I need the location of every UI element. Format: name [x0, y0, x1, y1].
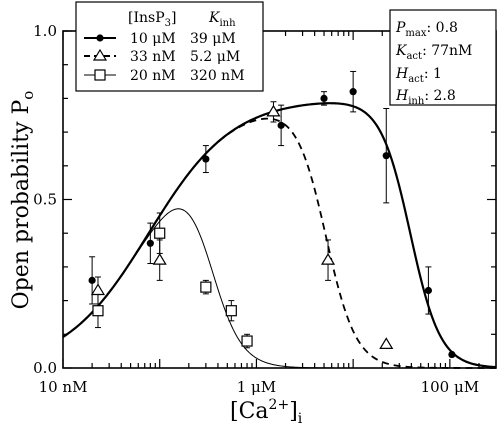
data-point-open-square	[92, 305, 104, 317]
parameter-box: Pmax: 0.8 Kact: 77nM Hact: 1 Hinh: 2.8	[389, 9, 497, 107]
param-pmax: Pmax: 0.8	[395, 20, 458, 39]
x-tick-label: 10 nM	[39, 378, 88, 396]
param-hinh: Hinh: 2.8	[395, 88, 456, 107]
y-tick-label: 1.0	[33, 22, 57, 40]
data-point-open-square	[154, 227, 166, 239]
legend-marker-open-triangle	[92, 48, 108, 61]
fit-curve-open-square	[62, 208, 496, 369]
legend-row3-kinh: 320 nM	[190, 68, 245, 84]
data-point-open-triangle	[320, 252, 336, 265]
data-point-open-square	[241, 335, 253, 347]
data-point-filled-circle	[277, 121, 285, 129]
y-axis-label-sub: o	[19, 91, 37, 100]
data-point-filled-circle	[448, 350, 456, 359]
legend: [InsP3] Kinh 10 μM 39 μM 33 nM 5.2 μM 20…	[75, 1, 264, 92]
data-point-filled-circle	[88, 276, 96, 284]
legend-header-conc: [InsP3]	[128, 10, 176, 29]
param-hact: Hact: 1	[395, 66, 442, 85]
x-axis-label-sup: 2+	[269, 397, 290, 413]
param-kact: Kact: 77nM	[395, 43, 472, 62]
y-tick-label: 0.0	[33, 359, 57, 377]
data-point-filled-circle	[202, 155, 210, 163]
data-point-open-triangle	[152, 252, 167, 265]
fit-curve-filled-circle	[62, 102, 497, 369]
legend-row2-conc: 33 nM	[130, 49, 176, 65]
data-point-open-square	[200, 281, 212, 293]
x-axis-label-close: ]	[289, 399, 298, 424]
data-point-open-triangle	[90, 283, 106, 296]
y-axis-label: Open probability Po	[9, 91, 37, 310]
fit-curve-open-triangle	[62, 117, 496, 369]
legend-marker-filled-circle	[96, 34, 104, 42]
y-axis-label-main: Open probability P	[9, 100, 34, 310]
data-markers	[88, 88, 456, 359]
legend-marker-open-square	[94, 69, 106, 81]
x-tick-label: 100 μM	[421, 378, 480, 396]
fit-curves	[62, 102, 497, 369]
data-point-filled-circle	[320, 94, 328, 102]
parameter-frame	[389, 9, 497, 106]
data-point-open-square	[225, 305, 237, 317]
data-point-filled-circle	[424, 286, 432, 295]
x-axis-label-main: [Ca	[230, 399, 269, 424]
data-point-open-triangle	[266, 104, 281, 117]
error-bars	[89, 70, 432, 349]
axis-tick-labels: 0.0 0.5 1.0 10 nM 1 μM 100 μM	[33, 22, 479, 396]
legend-row2-kinh: 5.2 μM	[190, 49, 240, 65]
legend-row1-conc: 10 μM	[130, 31, 176, 47]
legend-row1-kinh: 39 μM	[190, 31, 236, 47]
x-axis-label-sub: i	[298, 411, 303, 427]
data-point-filled-circle	[146, 239, 154, 247]
legend-frame	[75, 1, 264, 92]
data-point-filled-circle	[349, 88, 357, 96]
legend-header-kinh: Kinh	[208, 10, 236, 29]
x-tick-label: 1 μM	[237, 378, 276, 396]
y-tick-label: 0.5	[33, 191, 57, 209]
x-axis-label: [Ca2+]i	[230, 397, 303, 427]
data-point-filled-circle	[382, 152, 390, 160]
legend-row3-conc: 20 nM	[130, 68, 176, 84]
data-point-open-triangle	[379, 337, 394, 350]
